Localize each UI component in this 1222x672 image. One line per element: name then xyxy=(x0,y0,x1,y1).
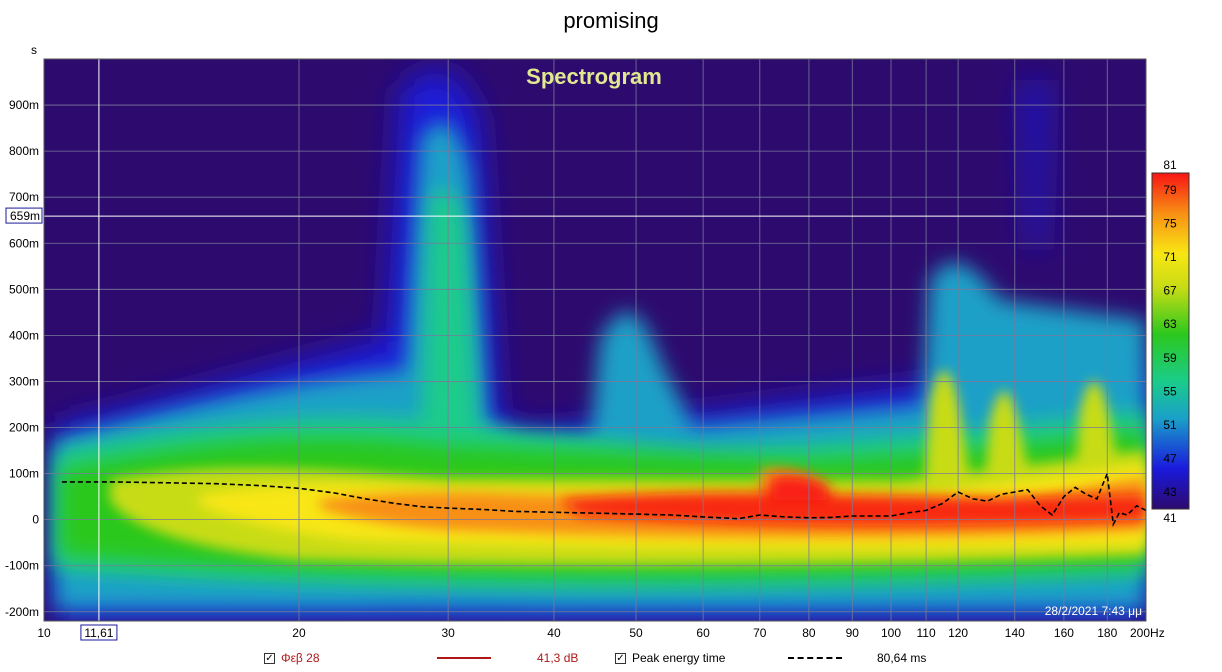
legend-1-checkbox[interactable]: ✓ xyxy=(264,652,275,664)
peak-energy-time-line xyxy=(61,470,1147,527)
y-tick-label: 900m xyxy=(9,98,39,112)
legend-item-1: ✓ Φεβ 28 xyxy=(264,649,320,667)
y-tick-label: -200m xyxy=(5,605,39,619)
x-tick-label: 200Hz xyxy=(1130,626,1165,640)
legend-1-value: 41,3 dB xyxy=(537,651,579,665)
x-tick-label: 100 xyxy=(881,626,901,640)
y-tick-label: 300m xyxy=(9,374,39,388)
x-tick-label: 140 xyxy=(1005,626,1025,640)
cursor-y-readout: 659m xyxy=(5,207,43,224)
legend-1-swatch xyxy=(437,657,491,659)
legend-2-value: 80,64 ms xyxy=(877,651,927,665)
x-tick-label: 80 xyxy=(802,626,816,640)
chart-title: Spectrogram xyxy=(526,64,662,89)
colorbar-tick-label: 71 xyxy=(1163,250,1177,264)
cursor-y-value: 659m xyxy=(10,209,40,223)
colorbar-max-label: 81 xyxy=(1163,158,1177,172)
legend-1-label: Φεβ 28 xyxy=(281,651,320,665)
colorbar xyxy=(1151,172,1190,510)
y-gridlines xyxy=(44,104,1146,613)
spectrogram-field xyxy=(55,70,1146,621)
y-tick-label: 0 xyxy=(32,513,39,527)
legend-2-swatch-wrap xyxy=(788,649,842,667)
y-tick-labels: -200m -100m 0 100m 200m 300m 400m 500m 600m 700m 8… xyxy=(5,98,39,619)
x-tick-label: 160 xyxy=(1054,626,1074,640)
x-tick-label: 40 xyxy=(547,626,561,640)
x-tick-label: 20 xyxy=(292,626,306,640)
x-gridlines xyxy=(298,59,1108,621)
x-tick-label: 70 xyxy=(753,626,767,640)
cursor-x-value: 11,61 xyxy=(84,626,113,640)
colorbar-tick-label: 63 xyxy=(1163,317,1177,331)
legend-2-label: Peak energy time xyxy=(632,651,726,665)
colorbar-tick-label: 59 xyxy=(1163,351,1177,365)
colorbar-tick-label: 47 xyxy=(1163,452,1177,466)
legend-1-value-wrap: 41,3 dB xyxy=(537,649,578,667)
x-tick-label: 110 xyxy=(917,626,936,640)
colorbar-tick-label: 55 xyxy=(1163,384,1177,398)
y-tick-label: 800m xyxy=(9,144,39,158)
colorbar-tick-label: 75 xyxy=(1163,216,1177,230)
legend-item-2: ✓ Peak energy time xyxy=(615,649,725,667)
y-unit-label: s xyxy=(31,43,37,57)
y-tick-label: 600m xyxy=(9,236,39,250)
colorbar-tick-label: 67 xyxy=(1163,284,1177,298)
y-tick-label: 700m xyxy=(9,190,39,204)
y-tick-label: 400m xyxy=(9,328,39,342)
y-tick-label: 100m xyxy=(9,467,39,481)
legend-2-value-wrap: 80,64 ms xyxy=(877,649,926,667)
colorbar-tick-label: 79 xyxy=(1163,183,1177,197)
legend-1-swatch-wrap xyxy=(437,649,491,667)
y-tick-label: 200m xyxy=(9,421,39,435)
y-tick-label: -100m xyxy=(5,559,39,573)
plot-border xyxy=(43,58,1147,622)
x-tick-label: 90 xyxy=(846,626,860,640)
timestamp: 28/2/2021 7:43 μμ xyxy=(1045,604,1142,618)
x-tick-labels: 10 20 30 40 50 60 70 80 90 100 110 120 140 160 180 200H… xyxy=(37,626,1164,640)
x-tick-label: 180 xyxy=(1097,626,1117,640)
legend-2-checkbox[interactable]: ✓ xyxy=(615,652,626,664)
x-tick-label: 60 xyxy=(696,626,710,640)
x-tick-label: 10 xyxy=(37,626,51,640)
colorbar-tick-label: 43 xyxy=(1163,485,1177,499)
page-title: promising xyxy=(563,8,659,33)
x-tick-label: 120 xyxy=(948,626,968,640)
colorbar-ticks: 43 47 51 55 59 63 67 71 75 79 xyxy=(1163,183,1177,499)
colorbar-min-label: 41 xyxy=(1163,511,1177,525)
y-tick-label: 500m xyxy=(9,282,39,296)
x-tick-label: 30 xyxy=(441,626,455,640)
x-tick-label: 50 xyxy=(629,626,643,640)
legend-2-swatch xyxy=(788,657,842,659)
cursor-x-readout: 11,61 xyxy=(80,624,118,641)
colorbar-tick-label: 51 xyxy=(1163,418,1177,432)
